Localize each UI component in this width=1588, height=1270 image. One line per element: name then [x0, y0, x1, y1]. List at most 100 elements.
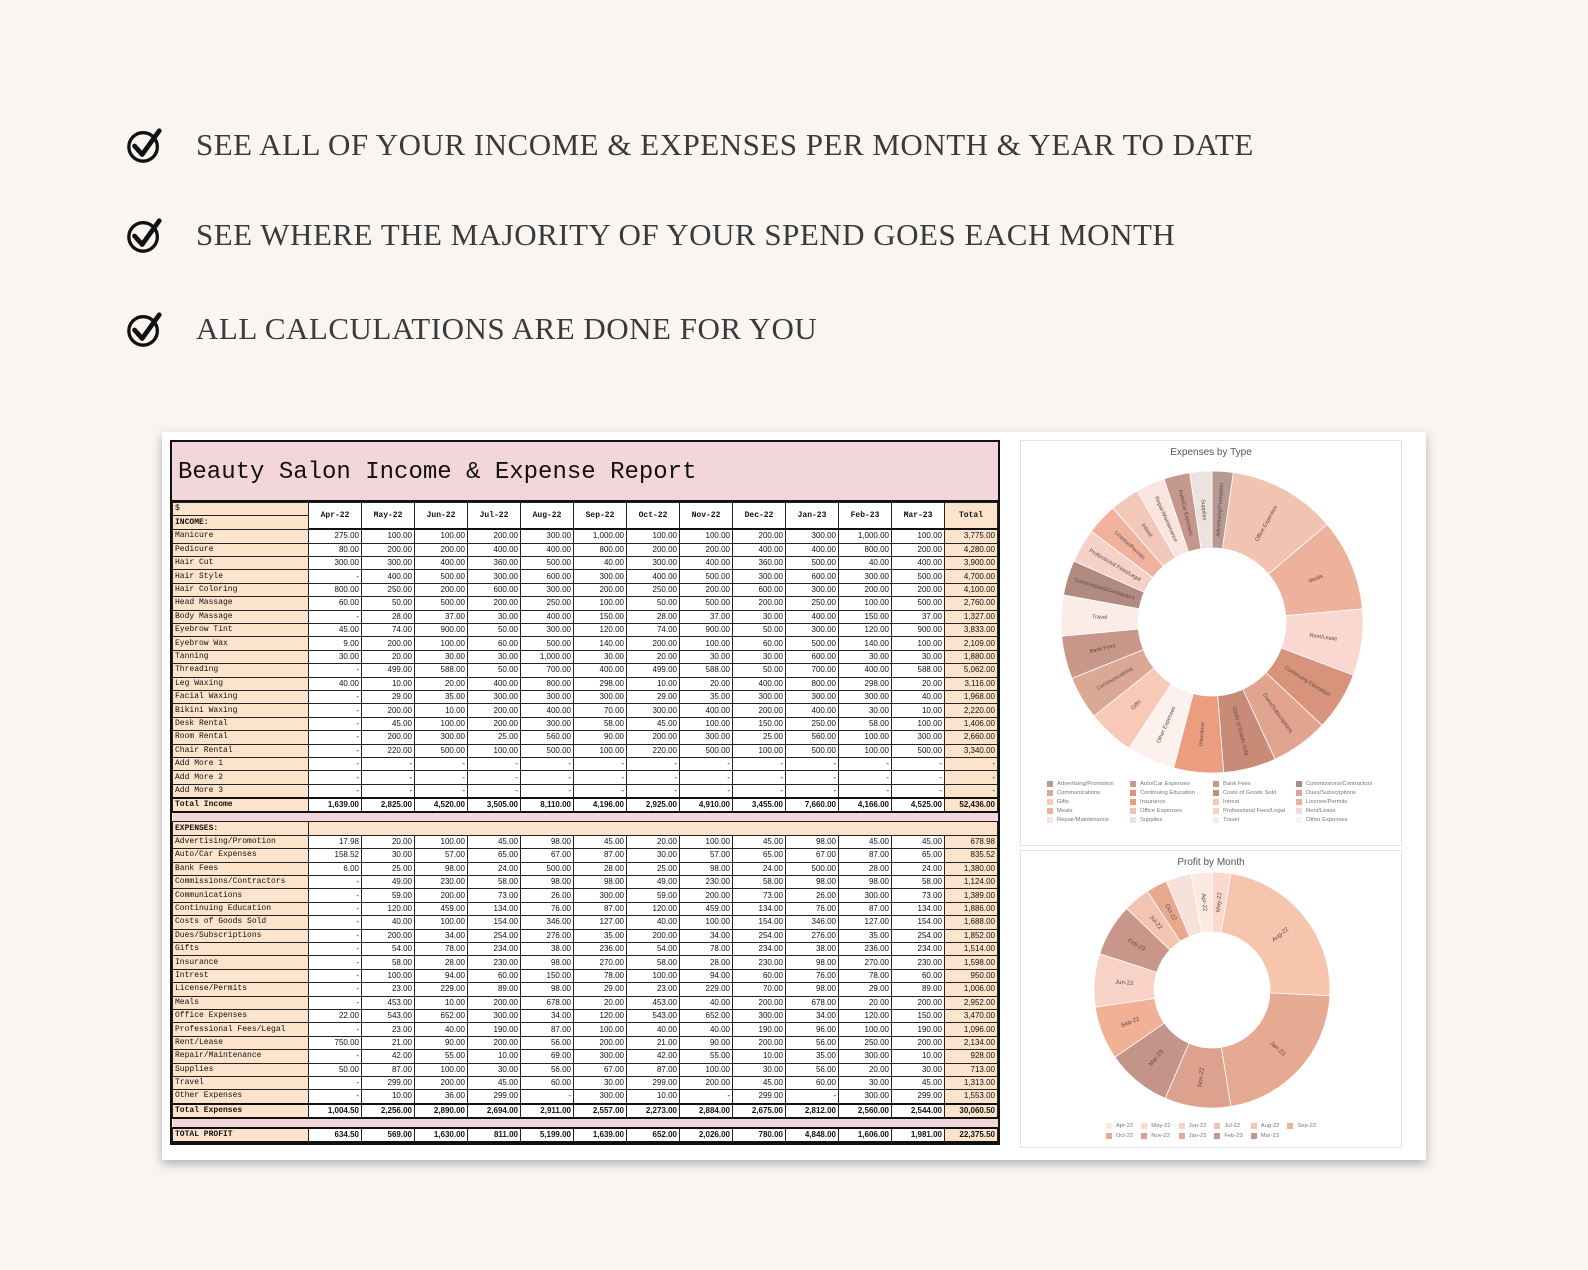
cell-value: 40.00 — [308, 676, 362, 691]
row-total: 3,340.00 — [944, 743, 998, 758]
legend-label: Continuing Education — [1140, 790, 1196, 796]
feature-item: ALL CALCULATIONS ARE DONE FOR YOU — [126, 310, 817, 348]
cell-value: 300.00 — [467, 689, 521, 705]
cell-value: - — [520, 1089, 574, 1105]
cell-value: 34.00 — [679, 928, 733, 944]
chart-legend: Advertising/Promotion Auto/Car Expenses Ba… — [1021, 781, 1401, 823]
cell-value: 10.00 — [361, 1089, 415, 1105]
cell-value: 300.00 — [573, 689, 627, 705]
cell-value: 30.00 — [838, 1075, 892, 1091]
row-total: 4,100.00 — [944, 582, 998, 598]
cell-value: 28.00 — [361, 609, 415, 625]
row-total: 1,124.00 — [944, 875, 998, 890]
cell-value: 87.00 — [626, 1062, 680, 1077]
row-label: Body Massage — [172, 609, 309, 625]
donut-slice — [1220, 873, 1331, 997]
cell-value: 190.00 — [732, 1022, 786, 1037]
cell-value: 4,525.00 — [891, 797, 945, 814]
legend-item: Professional Fees/Legal — [1213, 808, 1292, 814]
row-label: Costs of Goods Sold — [172, 915, 309, 930]
cell-value: 60.00 — [308, 596, 362, 611]
row-total: 1,553.00 — [944, 1089, 998, 1105]
row-label: Hair Cut — [172, 556, 309, 571]
cell-value: 200.00 — [732, 995, 786, 1010]
cell-value: - — [308, 955, 362, 970]
cell-value: 23.00 — [361, 982, 415, 997]
cell-value: 56.00 — [785, 1062, 839, 1077]
legend-swatch — [1296, 790, 1302, 796]
profit-donut: May-22Aug-22Jan-23Nov-22Mar-23Sep-22Jun-… — [1093, 871, 1331, 1109]
income-row: Hair Cut 300.00 300.00 400.00 360.00 500.00 40… — [172, 556, 998, 571]
cell-value: 229.00 — [414, 982, 468, 997]
cell-value: - — [308, 1049, 362, 1064]
cell-value: 600.00 — [785, 649, 839, 665]
row-label: Continuing Education — [172, 901, 309, 917]
row-label: Head Massage — [172, 596, 309, 611]
cell-value: 56.00 — [520, 1035, 574, 1051]
total-expenses-row: Total Expenses 1,004.50 2,256.00 2,890.00 2,… — [172, 1102, 998, 1120]
cell-value: 60.00 — [785, 1075, 839, 1091]
cell-value: 45.00 — [732, 1075, 786, 1091]
cell-value: 300.00 — [838, 689, 892, 705]
legend-label: Office Expenses — [1140, 808, 1183, 814]
cell-value: 76.00 — [785, 968, 839, 984]
cell-value: 40.00 — [626, 1022, 680, 1037]
cell-value: 4,166.00 — [838, 797, 892, 814]
cell-value: 200.00 — [467, 1035, 521, 1051]
row-label: Auto/Car Expenses — [172, 848, 309, 863]
cell-value: 45.00 — [308, 623, 362, 638]
cell-value: - — [308, 689, 362, 705]
legend-label: Repair/Maintenance — [1057, 817, 1109, 823]
cell-value: 45.00 — [361, 716, 415, 732]
cell-value: 30.00 — [361, 848, 415, 863]
cell-value: 200.00 — [891, 582, 945, 598]
cell-value: 89.00 — [467, 982, 521, 997]
legend-item: May-22 — [1141, 1123, 1171, 1129]
row-label: Add More 3 — [172, 783, 309, 799]
cell-value: 500.00 — [520, 861, 574, 877]
cell-value: - — [573, 783, 627, 799]
expense-row: Auto/Car Expenses 158.52 30.00 57.00 65.00 67… — [172, 848, 998, 863]
legend-swatch — [1296, 781, 1302, 787]
cell-value: 400.00 — [679, 703, 733, 718]
cell-value: - — [308, 743, 362, 758]
cell-value: 17.98 — [308, 834, 362, 850]
cell-value: 300.00 — [414, 730, 468, 745]
legend-swatch — [1213, 799, 1219, 805]
cell-value: 500.00 — [891, 569, 945, 584]
slice-label: Jun-22 — [1115, 980, 1134, 988]
cell-value: 120.00 — [573, 1008, 627, 1024]
cell-value: 154.00 — [891, 915, 945, 930]
row-total: 835.52 — [944, 848, 998, 863]
cell-value: 67.00 — [785, 848, 839, 863]
cell-value: 20.00 — [626, 649, 680, 665]
cell-value: 400.00 — [520, 609, 574, 625]
expense-row: Meals -453.00 10.00 200.00 678.00 20.00 453.00… — [172, 995, 998, 1010]
cell-value: - — [308, 1022, 362, 1037]
cell-value: 750.00 — [308, 1035, 362, 1051]
cell-value: 346.00 — [785, 915, 839, 930]
cell-value: 98.00 — [414, 861, 468, 877]
legend-label: May-22 — [1151, 1123, 1171, 1129]
income-row: Tanning 30.00 20.00 30.00 30.00 1,000.00 30.00… — [172, 649, 998, 665]
legend-label: Sep-22 — [1297, 1123, 1317, 1129]
legend-label: Apr-22 — [1115, 1123, 1134, 1129]
report-table: $ Apr-22 May-22 Jun-22 Jul-22 Aug-22 Sep-22 Oct… — [172, 501, 998, 1144]
cell-value: 45.00 — [732, 834, 786, 850]
legend-item: Supplies — [1130, 817, 1209, 823]
cell-value: 40.00 — [414, 1022, 468, 1037]
cell-value: 59.00 — [626, 888, 680, 903]
cell-value: 34.00 — [414, 928, 468, 944]
expense-row: Commissions/Contractors -49.00 230.00 58.00… — [172, 875, 998, 890]
cell-value: 30.00 — [414, 649, 468, 665]
cell-value: 100.00 — [573, 596, 627, 611]
cell-value: 300.00 — [626, 703, 680, 718]
cell-value: - — [308, 995, 362, 1010]
cell-value: 10.00 — [414, 995, 468, 1010]
legend-swatch — [1213, 817, 1219, 823]
cell-value: 200.00 — [679, 582, 733, 598]
cell-value: 120.00 — [361, 901, 415, 917]
expense-row: Rent/Lease 750.00 21.00 90.00 200.00 56.00 200… — [172, 1035, 998, 1051]
cell-value: 2,694.00 — [467, 1102, 521, 1120]
cell-value: 500.00 — [679, 569, 733, 584]
